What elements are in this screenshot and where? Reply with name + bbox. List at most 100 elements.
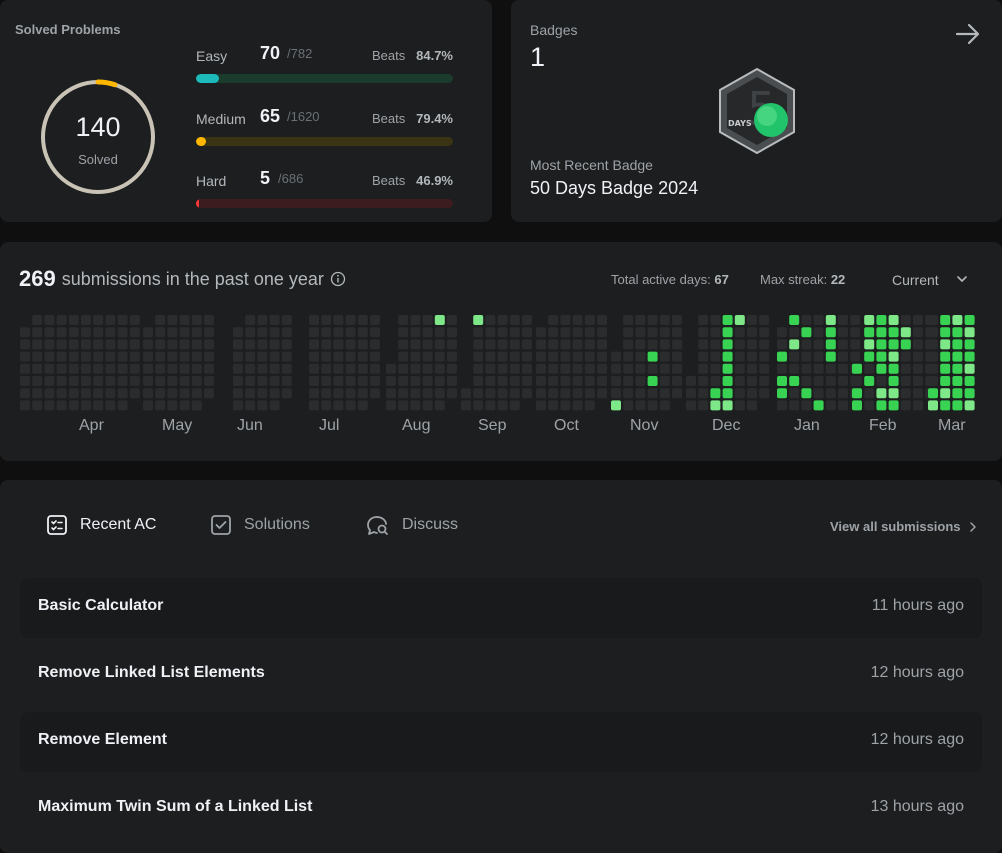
heatmap-cell[interactable] bbox=[777, 351, 787, 362]
heatmap-cell[interactable] bbox=[722, 315, 733, 325]
range-select[interactable]: Current bbox=[892, 272, 939, 288]
heatmap-cell[interactable] bbox=[44, 315, 55, 325]
heatmap-cell[interactable] bbox=[635, 339, 646, 350]
heatmap-cell[interactable] bbox=[447, 315, 457, 325]
heatmap-cell[interactable] bbox=[710, 400, 721, 411]
heatmap-cell[interactable] bbox=[204, 339, 214, 350]
heatmap-cell[interactable] bbox=[245, 376, 256, 386]
heatmap-cell[interactable] bbox=[269, 339, 280, 350]
heatmap-cell[interactable] bbox=[485, 327, 496, 338]
heatmap-cell[interactable] bbox=[913, 376, 923, 386]
heatmap-cell[interactable] bbox=[398, 339, 409, 350]
heatmap-cell[interactable] bbox=[370, 327, 380, 338]
heatmap-cell[interactable] bbox=[117, 376, 128, 386]
heatmap-cell[interactable] bbox=[20, 376, 30, 386]
heatmap-cell[interactable] bbox=[813, 376, 824, 386]
heatmap-cell[interactable] bbox=[734, 363, 745, 374]
heatmap-cell[interactable] bbox=[105, 339, 116, 350]
heatmap-cell[interactable] bbox=[747, 388, 757, 399]
heatmap-cell[interactable] bbox=[233, 400, 243, 411]
heatmap-cell[interactable] bbox=[345, 351, 356, 362]
heatmap-cell[interactable] bbox=[888, 400, 899, 411]
heatmap-cell[interactable] bbox=[876, 388, 887, 399]
heatmap-cell[interactable] bbox=[964, 376, 975, 386]
heatmap-cell[interactable] bbox=[635, 315, 646, 325]
heatmap-cell[interactable] bbox=[269, 363, 280, 374]
heatmap-cell[interactable] bbox=[93, 400, 104, 411]
heatmap-cell[interactable] bbox=[309, 351, 319, 362]
heatmap-cell[interactable] bbox=[155, 388, 166, 399]
heatmap-cell[interactable] bbox=[155, 400, 166, 411]
heatmap-cell[interactable] bbox=[560, 388, 571, 399]
heatmap-cell[interactable] bbox=[560, 315, 571, 325]
heatmap-cell[interactable] bbox=[522, 388, 532, 399]
heatmap-cell[interactable] bbox=[611, 363, 621, 374]
heatmap-cell[interactable] bbox=[548, 315, 559, 325]
heatmap-cell[interactable] bbox=[722, 339, 733, 350]
heatmap-cell[interactable] bbox=[204, 363, 214, 374]
heatmap-cell[interactable] bbox=[32, 376, 43, 386]
heatmap-cell[interactable] bbox=[572, 400, 583, 411]
heatmap-cell[interactable] bbox=[913, 400, 923, 411]
heatmap-cell[interactable] bbox=[964, 315, 975, 325]
heatmap-cell[interactable] bbox=[536, 400, 546, 411]
heatmap-cell[interactable] bbox=[522, 327, 532, 338]
heatmap-cell[interactable] bbox=[597, 315, 607, 325]
heatmap-cell[interactable] bbox=[913, 327, 923, 338]
heatmap-cell[interactable] bbox=[155, 376, 166, 386]
heatmap-cell[interactable] bbox=[44, 339, 55, 350]
heatmap-cell[interactable] bbox=[710, 376, 721, 386]
heatmap-cell[interactable] bbox=[370, 363, 380, 374]
heatmap-cell[interactable] bbox=[852, 376, 862, 386]
heatmap-cell[interactable] bbox=[952, 363, 963, 374]
heatmap-cell[interactable] bbox=[398, 351, 409, 362]
heatmap-cell[interactable] bbox=[143, 339, 153, 350]
heatmap-cell[interactable] bbox=[129, 363, 140, 374]
heatmap-cell[interactable] bbox=[952, 351, 963, 362]
heatmap-cell[interactable] bbox=[309, 315, 319, 325]
heatmap-cell[interactable] bbox=[928, 376, 938, 386]
heatmap-cell[interactable] bbox=[572, 327, 583, 338]
heatmap-cell[interactable] bbox=[434, 388, 445, 399]
heatmap-cell[interactable] bbox=[434, 400, 445, 411]
heatmap-cell[interactable] bbox=[611, 388, 621, 399]
heatmap-cell[interactable] bbox=[940, 376, 951, 386]
heatmap-cell[interactable] bbox=[410, 376, 421, 386]
heatmap-cell[interactable] bbox=[698, 363, 709, 374]
heatmap-cell[interactable] bbox=[434, 351, 445, 362]
heatmap-cell[interactable] bbox=[44, 400, 55, 411]
heatmap-cell[interactable] bbox=[269, 376, 280, 386]
heatmap-cell[interactable] bbox=[560, 376, 571, 386]
heatmap-cell[interactable] bbox=[269, 400, 280, 411]
heatmap-cell[interactable] bbox=[167, 376, 178, 386]
heatmap-cell[interactable] bbox=[204, 376, 214, 386]
heatmap-cell[interactable] bbox=[647, 339, 658, 350]
heatmap-cell[interactable] bbox=[20, 351, 30, 362]
heatmap-cell[interactable] bbox=[864, 315, 875, 325]
heatmap-cell[interactable] bbox=[68, 327, 79, 338]
heatmap-cell[interactable] bbox=[801, 363, 812, 374]
heatmap-cell[interactable] bbox=[68, 339, 79, 350]
heatmap-cell[interactable] bbox=[623, 315, 634, 325]
heatmap-cell[interactable] bbox=[900, 376, 911, 386]
heatmap-cell[interactable] bbox=[801, 315, 812, 325]
info-icon[interactable] bbox=[330, 271, 346, 287]
heatmap-cell[interactable] bbox=[597, 376, 607, 386]
heatmap-cell[interactable] bbox=[68, 400, 79, 411]
heatmap-cell[interactable] bbox=[838, 388, 848, 399]
heatmap-cell[interactable] bbox=[281, 351, 292, 362]
heatmap-cell[interactable] bbox=[81, 376, 91, 386]
heatmap-cell[interactable] bbox=[309, 400, 319, 411]
heatmap-cell[interactable] bbox=[572, 339, 583, 350]
heatmap-cell[interactable] bbox=[321, 315, 332, 325]
heatmap-cell[interactable] bbox=[900, 388, 911, 399]
heatmap-cell[interactable] bbox=[105, 315, 116, 325]
heatmap-cell[interactable] bbox=[345, 400, 356, 411]
heatmap-cell[interactable] bbox=[143, 388, 153, 399]
heatmap-cell[interactable] bbox=[672, 327, 682, 338]
heatmap-cell[interactable] bbox=[509, 376, 520, 386]
heatmap-cell[interactable] bbox=[759, 376, 770, 386]
heatmap-cell[interactable] bbox=[434, 363, 445, 374]
heatmap-cell[interactable] bbox=[759, 327, 770, 338]
heatmap-cell[interactable] bbox=[345, 339, 356, 350]
